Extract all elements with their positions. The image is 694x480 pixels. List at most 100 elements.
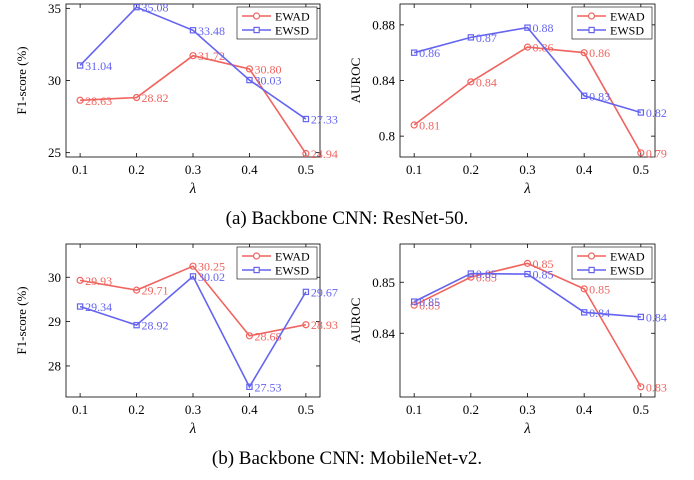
chart-a-f1: 0.1 0.2 0.3 0.4 0.5 25 30 35 λ F1-score (%) 28.63 2… [14,1,338,197]
data-point-ewsd [189,273,197,280]
legend-marker [587,252,596,260]
data-label-ewsd: 0.86 [419,46,440,60]
y-axis-label: AUROC [348,58,363,104]
y-tick-label: 35 [48,1,61,16]
data-label-ewad: 0.79 [646,146,667,160]
x-tick-label: 0.2 [463,162,479,177]
y-tick-label: 29 [48,314,61,329]
data-point-ewad [76,276,84,284]
chart-a-auroc: 0.1 0.2 0.3 0.4 0.5 0.8 0.84 0.88 λ AUROC 0.81 0.84… [348,3,667,197]
data-point-ewsd [133,321,140,329]
data-label-ewad: 0.85 [589,282,610,296]
x-tick-label: 0.3 [185,162,201,177]
y-tick-label: 0.85 [372,275,395,290]
data-label-ewsd: 30.02 [198,270,225,284]
data-label-ewsd: 0.84 [589,306,610,320]
x-axis-label: λ [523,181,531,197]
data-label-ewad: 30.25 [198,260,225,274]
legend-marker [587,12,596,20]
series-line-ewad [79,265,307,337]
chart-b-f1: 0.1 0.2 0.3 0.4 0.5 28 29 30 λ F1-score (%) 29.93 2… [14,243,338,437]
data-label-ewsd: 0.85 [419,295,440,309]
y-tick-label: 0.88 [372,17,395,32]
x-tick-label: 0.1 [72,402,88,417]
legend-marker [588,26,595,34]
data-label-ewsd: 27.33 [311,113,338,127]
data-point-ewsd [410,298,418,305]
data-point-ewsd [189,27,197,34]
data-point-ewad [245,65,254,73]
series-line-ewsd [79,6,307,120]
legend-label-ewsd: EWSD [275,264,309,278]
legend-label-ewad: EWAD [610,250,645,264]
data-label-ewad: 0.86 [589,46,610,60]
data-label-ewsd: 33.48 [198,24,225,38]
y-tick-label: 0.84 [372,326,395,341]
data-label-ewad: 0.83 [646,380,667,394]
data-label-ewsd: 0.83 [589,89,610,103]
data-point-ewad [637,383,645,391]
data-label-ewad: 28.68 [254,329,281,343]
x-tick-label: 0.3 [185,402,201,417]
data-label-ewsd: 28.92 [142,319,169,333]
x-tick-label: 0.1 [72,162,88,177]
data-point-ewad [302,321,310,329]
x-tick-label: 0.1 [406,402,422,417]
data-label-ewad: 28.93 [311,318,338,332]
legend-box [236,246,318,280]
data-point-ewsd [246,76,253,84]
data-point-ewsd [410,49,418,56]
legend-label-ewsd: EWSD [610,264,644,278]
data-label-ewad: 28.82 [142,91,169,105]
data-point-ewad [523,43,532,51]
series-line-ewsd [79,275,307,389]
data-label-ewsd: 29.67 [311,285,338,299]
y-tick-label: 25 [48,145,61,160]
x-tick-label: 0.2 [128,402,144,417]
y-tick-label: 30 [48,73,61,88]
legend-marker [253,266,260,274]
data-point-ewad [132,93,141,102]
data-label-ewsd: 0.85 [533,268,554,282]
legend-marker [588,266,595,274]
data-label-ewsd: 30.03 [254,74,281,88]
y-tick-label: 30 [48,270,61,285]
legend-box [571,6,653,40]
y-axis-label: AUROC [348,298,363,344]
data-point-ewsd [76,303,84,310]
data-label-ewad: 30.80 [254,62,281,76]
data-point-ewad [410,301,418,309]
data-label-ewad: 0.86 [533,41,554,55]
data-label-ewad: 0.85 [533,257,554,271]
y-tick-label: 0.8 [379,129,395,144]
x-tick-label: 0.5 [633,162,649,177]
data-label-ewad: 0.85 [419,299,440,313]
y-axis-label: F1-score (%) [14,286,29,354]
data-point-ewsd [524,24,531,31]
y-tick-label: 0.84 [372,73,395,88]
data-label-ewsd: 0.88 [533,21,554,35]
x-axis-label: λ [189,181,197,197]
legend-box [571,246,653,280]
x-axis-label: λ [189,421,197,437]
x-tick-label: 0.5 [298,162,314,177]
y-tick-label: 28 [48,358,61,373]
legend-box [236,6,318,40]
caption-b: (b) Backbone CNN: MobileNet-v2. [211,448,483,469]
data-point-ewsd [302,115,310,123]
data-label-ewsd: 0.85 [476,267,497,281]
legend-label-ewsd: EWSD [275,24,309,38]
data-label-ewsd: 35.08 [142,1,169,15]
data-label-ewsd: 31.04 [85,59,112,73]
x-tick-label: 0.1 [406,162,422,177]
data-label-ewad: 0.84 [476,75,497,89]
legend-label-ewsd: EWSD [610,24,644,38]
data-point-ewsd [133,3,140,11]
data-point-ewsd [76,62,84,69]
legend-label-ewad: EWAD [275,250,310,264]
data-point-ewsd [302,288,310,296]
